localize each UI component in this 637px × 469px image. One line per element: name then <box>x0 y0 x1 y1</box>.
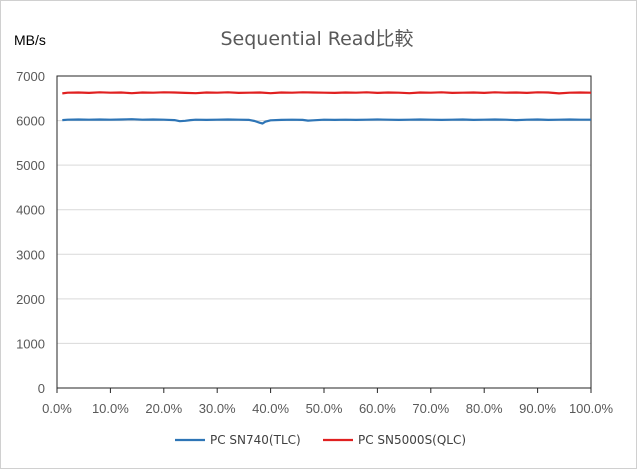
x-tick-label: 30.0% <box>199 401 236 416</box>
y-axis-unit: MB/s <box>14 32 46 48</box>
y-tick-label: 2000 <box>16 292 45 307</box>
y-tick-label: 4000 <box>16 203 45 218</box>
y-tick-label: 7000 <box>16 69 45 84</box>
series-line-1 <box>62 118 591 125</box>
x-tick-label: 60.0% <box>359 401 396 416</box>
x-tick-label: 50.0% <box>306 401 343 416</box>
gridlines <box>56 75 592 389</box>
axis-ticks: 0 1000 2000 3000 4000 5000 6000 7000 0.0% 10.0% 20… <box>16 69 613 416</box>
x-tick-label: 10.0% <box>92 401 129 416</box>
x-tick-label: 90.0% <box>519 401 556 416</box>
legend: PC SN740(TLC) PC SN5000S(QLC) <box>175 433 466 447</box>
data-series <box>62 91 592 125</box>
x-tick-label: 40.0% <box>252 401 289 416</box>
series-line-2 <box>62 91 592 95</box>
x-tick-label: 0.0% <box>42 401 72 416</box>
y-tick-label: 5000 <box>16 158 45 173</box>
x-tick-label: 70.0% <box>412 401 449 416</box>
y-tick-label: 0 <box>38 381 45 396</box>
chart-title: Sequential Read比較 <box>220 28 413 50</box>
y-tick-label: 1000 <box>16 336 45 351</box>
x-tick-label: 100.0% <box>569 401 614 416</box>
legend-label-2: PC SN5000S(QLC) <box>358 433 466 447</box>
y-tick-label: 6000 <box>16 114 45 129</box>
x-tick-label: 80.0% <box>466 401 503 416</box>
x-tick-label: 20.0% <box>145 401 182 416</box>
y-tick-label: 3000 <box>16 247 45 262</box>
plot-area-border <box>56 75 592 389</box>
legend-label-1: PC SN740(TLC) <box>210 433 301 447</box>
